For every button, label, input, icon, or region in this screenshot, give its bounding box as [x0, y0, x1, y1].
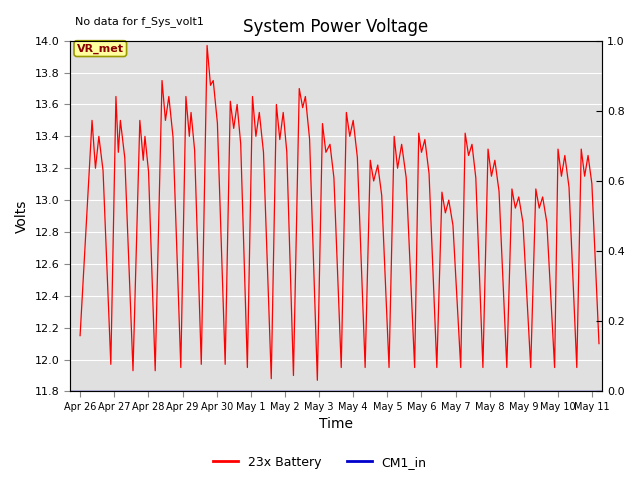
23x Battery — [204, 43, 211, 48]
Text: No data for f_Sys_volt1: No data for f_Sys_volt1 — [75, 16, 204, 27]
CM1_in — [68, 388, 76, 394]
23x Battery — [76, 333, 84, 338]
Text: VR_met: VR_met — [77, 44, 124, 54]
23x Battery — [314, 377, 321, 383]
Y-axis label: Volts: Volts — [15, 199, 29, 233]
CM1_in — [598, 388, 606, 394]
23x Battery — [503, 365, 511, 371]
CM1_in — [392, 388, 399, 394]
23x Battery — [255, 109, 263, 115]
CM1_in — [66, 388, 74, 394]
23x Battery — [145, 168, 152, 174]
23x Battery — [595, 341, 603, 347]
X-axis label: Time: Time — [319, 418, 353, 432]
23x Battery — [244, 365, 252, 371]
23x Battery — [129, 368, 137, 373]
CM1_in — [515, 388, 522, 394]
Title: System Power Voltage: System Power Voltage — [243, 18, 429, 36]
CM1_in — [383, 388, 390, 394]
Line: 23x Battery: 23x Battery — [80, 46, 599, 380]
Legend: 23x Battery, CM1_in: 23x Battery, CM1_in — [208, 451, 432, 474]
CM1_in — [548, 388, 556, 394]
CM1_in — [381, 388, 389, 394]
23x Battery — [503, 365, 511, 371]
